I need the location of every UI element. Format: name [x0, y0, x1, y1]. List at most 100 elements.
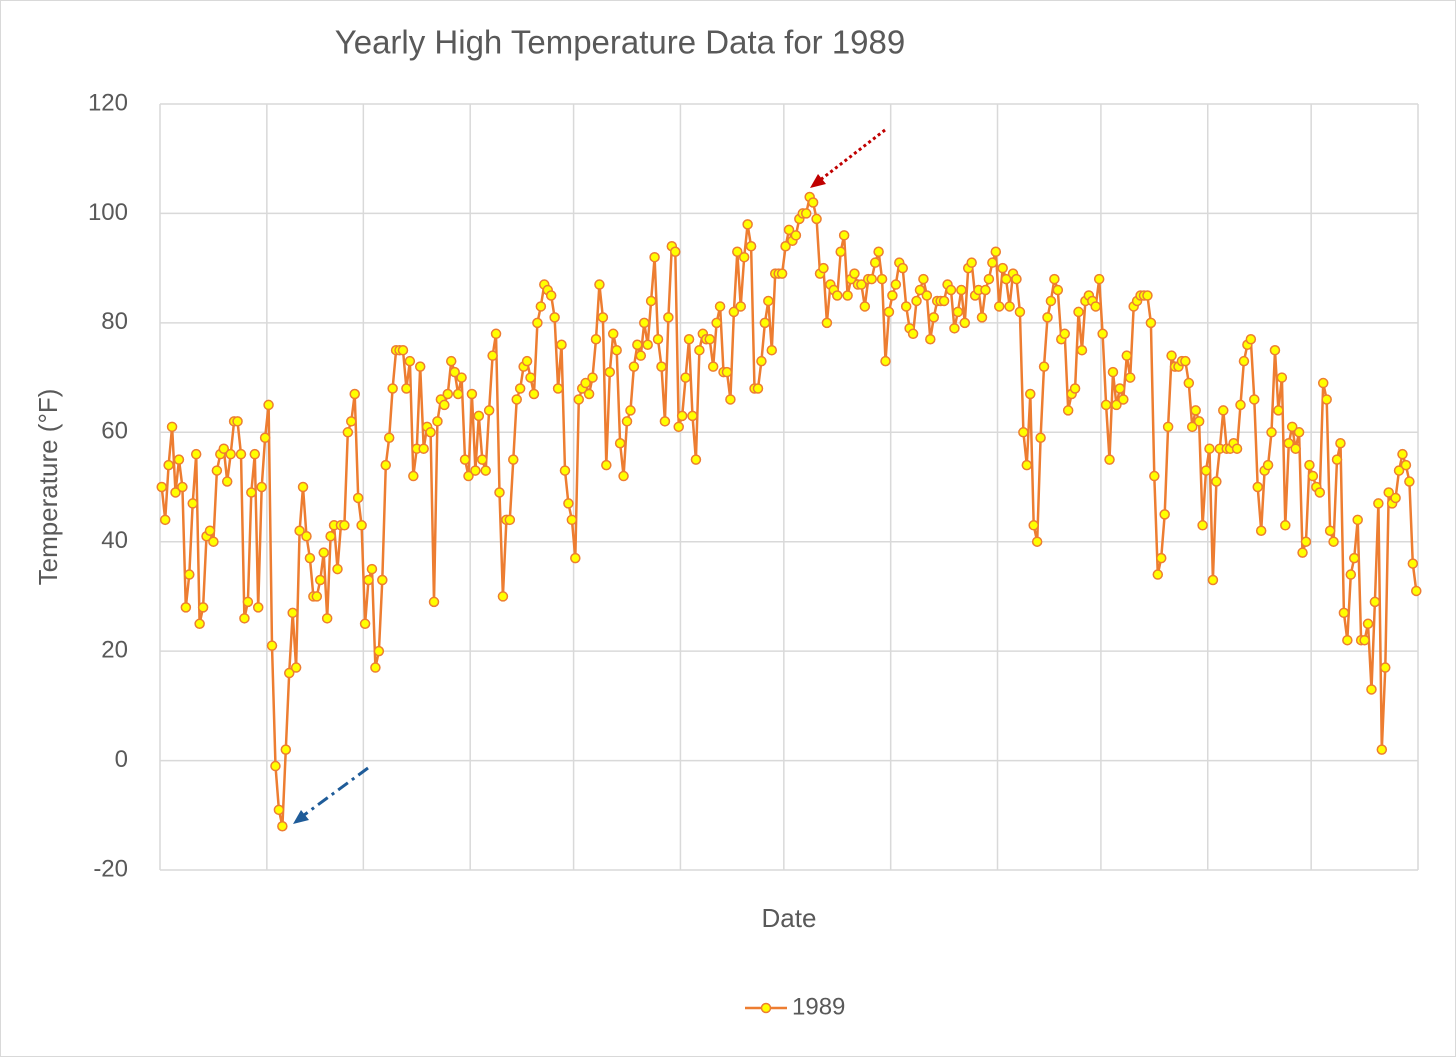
data-point [459, 454, 471, 465]
data-point [818, 262, 829, 274]
data-point [346, 416, 357, 427]
legend: 1989 [745, 993, 845, 1020]
data-point [1280, 520, 1291, 531]
data-point [1290, 443, 1301, 454]
data-point [466, 388, 478, 400]
data-point [1004, 301, 1015, 312]
data-point [221, 476, 233, 487]
data-point [783, 224, 795, 236]
data-point [556, 339, 567, 350]
data-point [911, 295, 922, 307]
data-point [508, 454, 519, 465]
data-point [239, 613, 250, 624]
data-point [663, 312, 674, 323]
data-point [373, 645, 385, 657]
data-point [177, 481, 188, 493]
data-point [1286, 421, 1298, 433]
data-point [711, 317, 722, 329]
data-point [587, 372, 598, 383]
y-tick-label: -20 [93, 855, 128, 882]
data-point [859, 301, 871, 312]
data-point [497, 591, 509, 602]
data-point [532, 317, 543, 329]
data-point [280, 744, 292, 755]
data-point [1317, 377, 1329, 389]
data-point [638, 317, 650, 329]
data-point [408, 470, 419, 482]
data-point [752, 383, 764, 394]
legend-marker [760, 1002, 772, 1014]
data-point [414, 361, 426, 372]
data-point [483, 405, 495, 416]
data-point [1307, 470, 1319, 482]
data-point [659, 416, 671, 427]
data-point [463, 470, 474, 482]
data-point [528, 388, 540, 400]
data-point [1118, 394, 1129, 405]
data-point [256, 481, 267, 493]
data-point [694, 344, 705, 356]
data-point [487, 350, 498, 361]
data-point [900, 301, 912, 312]
data-point [1366, 684, 1377, 695]
data-point [745, 241, 757, 252]
data-point [925, 334, 936, 345]
data-point [1011, 273, 1022, 285]
data-point [1249, 394, 1260, 405]
data-point [849, 268, 860, 279]
data-point [635, 350, 647, 361]
data-point [928, 312, 940, 323]
data-point [866, 273, 877, 285]
data-point [283, 667, 295, 679]
data-point [1049, 273, 1060, 285]
data-point [1207, 574, 1219, 586]
data-point [297, 481, 309, 493]
y-tick-label: 100 [88, 199, 128, 226]
data-point [652, 334, 664, 345]
data-point [287, 607, 298, 619]
data-point [838, 230, 850, 241]
data-point [590, 334, 602, 345]
data-point [887, 290, 898, 301]
data-point [780, 241, 791, 252]
data-point [1383, 487, 1394, 498]
data-point [1245, 334, 1257, 345]
arrow-head [293, 810, 309, 824]
data-point [1362, 618, 1374, 630]
data-point [1155, 552, 1167, 564]
data-point [869, 257, 881, 268]
data-point [535, 301, 547, 312]
data-point [432, 416, 443, 427]
data-point [690, 454, 702, 465]
data-point [1369, 596, 1381, 608]
data-point [1090, 301, 1101, 312]
data-point [856, 279, 867, 290]
plot-area [156, 191, 1422, 832]
data-point [449, 366, 460, 378]
data-point [1407, 558, 1419, 569]
data-point [383, 432, 395, 444]
data-point [656, 361, 667, 372]
data-point [683, 334, 695, 345]
data-point [311, 591, 323, 602]
data-point [514, 383, 526, 394]
data-point [266, 640, 278, 651]
data-point [521, 355, 533, 367]
data-point [445, 355, 457, 367]
data-point [707, 361, 719, 372]
data-point [325, 530, 336, 542]
data-point [670, 246, 681, 257]
data-point [1076, 344, 1088, 356]
grid: -20 0 20 40 60 80 100 120 [88, 89, 1419, 882]
data-point [1359, 634, 1370, 646]
data-point [370, 662, 381, 673]
data-point [628, 361, 640, 372]
data-point [173, 454, 185, 465]
data-point [1345, 569, 1357, 580]
data-point [1404, 476, 1415, 487]
data-point [921, 290, 933, 301]
data-point [197, 602, 209, 613]
data-point [1111, 399, 1122, 411]
data-point [1159, 509, 1170, 520]
